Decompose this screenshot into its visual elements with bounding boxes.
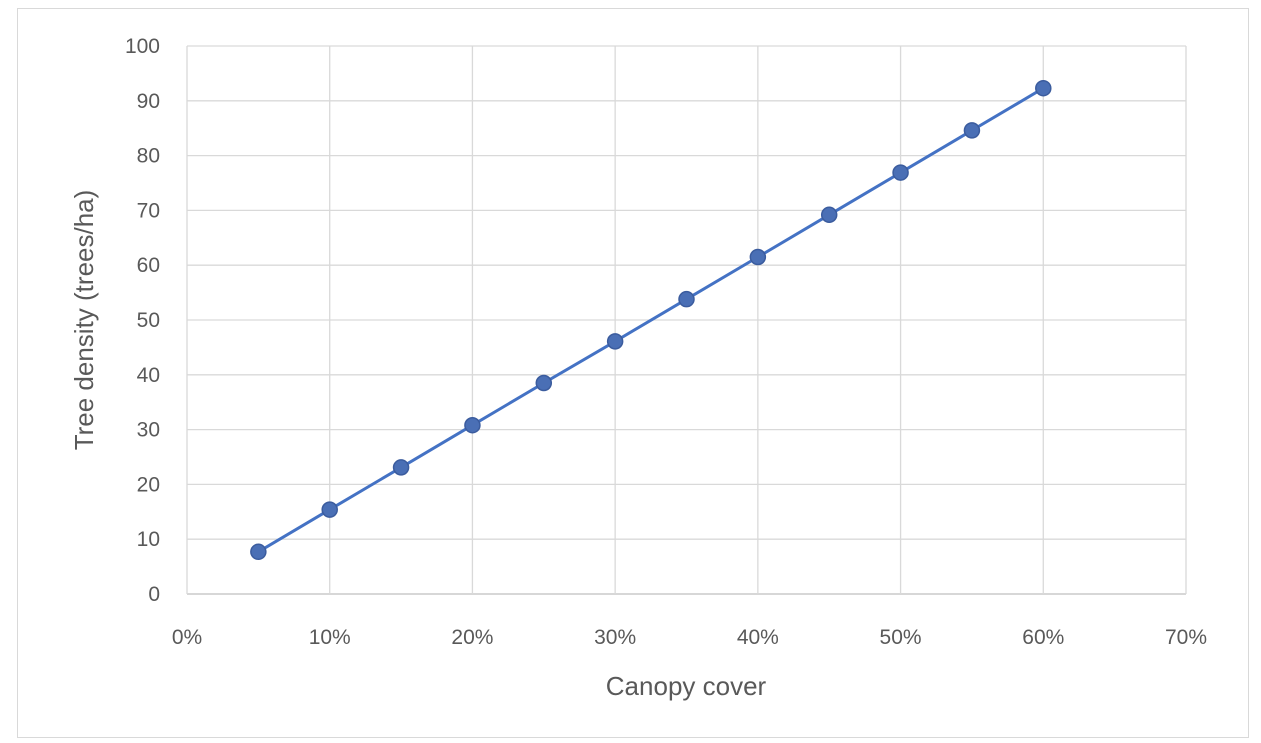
data-point-marker bbox=[606, 333, 624, 350]
y-tick-label: 50 bbox=[137, 309, 160, 332]
y-tick-label: 40 bbox=[137, 364, 160, 387]
data-point-marker bbox=[1035, 79, 1052, 97]
series-line bbox=[257, 86, 1045, 554]
data-point-marker bbox=[250, 543, 267, 561]
x-axis-title: Canopy cover bbox=[606, 671, 767, 701]
data-point-marker bbox=[678, 290, 695, 308]
data-point-marker bbox=[963, 122, 981, 139]
y-tick-label: 60 bbox=[137, 254, 160, 277]
y-tick-label: 30 bbox=[137, 419, 160, 442]
x-tick-label: 30% bbox=[594, 626, 636, 649]
data-point-marker bbox=[820, 206, 838, 224]
data-point-marker bbox=[321, 501, 338, 518]
x-tick-label: 70% bbox=[1165, 626, 1207, 649]
x-tick-label: 0% bbox=[172, 626, 202, 649]
y-tick-label: 20 bbox=[137, 473, 160, 496]
y-axis-title: Tree density (trees/ha) bbox=[69, 190, 99, 451]
x-tick-label: 50% bbox=[880, 626, 922, 649]
data-point-marker bbox=[892, 164, 909, 181]
data-series bbox=[250, 79, 1052, 561]
x-tick-label: 60% bbox=[1022, 626, 1064, 649]
y-tick-label: 80 bbox=[137, 145, 160, 168]
gridlines bbox=[186, 45, 1187, 595]
data-point-marker bbox=[535, 374, 553, 392]
x-tick-label: 20% bbox=[451, 626, 493, 649]
y-tick-label: 90 bbox=[137, 90, 160, 113]
x-tick-label: 10% bbox=[309, 626, 351, 649]
data-point-marker bbox=[464, 416, 481, 434]
data-point-marker bbox=[749, 248, 767, 266]
x-tick-label: 40% bbox=[737, 626, 779, 649]
y-tick-label: 70 bbox=[137, 199, 160, 222]
y-tick-label: 0 bbox=[148, 583, 160, 606]
data-point-marker bbox=[392, 459, 410, 476]
y-tick-label: 10 bbox=[137, 528, 160, 551]
tick-labels: 0 10 20 30 40 50 60 70 80 90 100 0% 10% 20% 30% 40% 50% 6… bbox=[125, 35, 1207, 649]
y-tick-label: 100 bbox=[125, 35, 160, 58]
